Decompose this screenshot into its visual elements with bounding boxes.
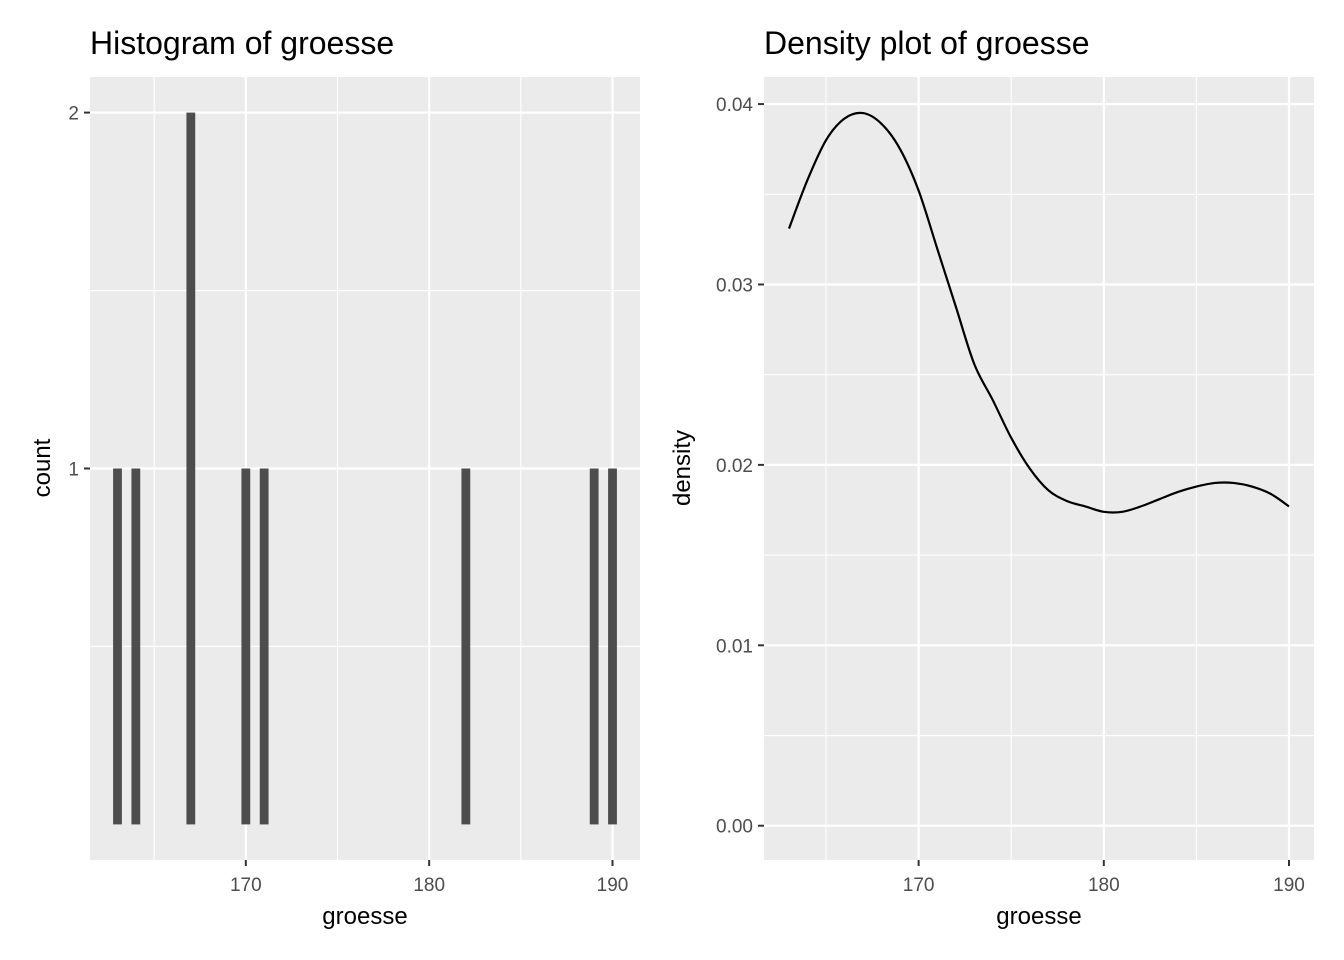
density-axes: 170 180 190 0.00 0.01 0.02 0.03 0.04 [716,95,1305,896]
histogram-x-tick-label: 190 [597,875,629,896]
histogram-bar [186,112,196,825]
histogram-x-tick-label: 180 [413,875,445,896]
histogram-bar [259,468,269,825]
density-y-tick-label: 0.03 [716,275,753,296]
histogram-bar [241,468,251,825]
histogram-y-tick-label: 1 [68,460,79,481]
histogram-bar [131,468,141,825]
density-panel: Density plot of groesse 170 180 190 0.00 0.0… [669,25,1314,930]
density-x-tick-label: 170 [903,875,935,896]
density-title: Density plot of groesse [764,25,1090,61]
density-y-tick-label: 0.04 [716,95,753,116]
histogram-x-axis-label: groesse [322,903,407,930]
density-y-tick-label: 0.02 [716,456,753,477]
histogram-bar [461,468,471,825]
density-plot-area [764,77,1314,860]
density-curve [787,111,1290,514]
histogram-panel: Histogram of groesse 170 180 190 1 2 groesse… [29,25,640,930]
histogram-x-tick-label: 170 [230,875,262,896]
density-y-tick-label: 0.00 [716,817,753,838]
histogram-y-axis-label: count [29,438,56,497]
histogram-title: Histogram of groesse [90,25,394,61]
histogram-bar [608,468,617,825]
density-x-tick-label: 190 [1273,875,1305,896]
density-x-axis-label: groesse [996,903,1081,930]
histogram-y-tick-label: 2 [68,104,79,125]
histogram-bar [589,468,599,825]
density-y-tick-label: 0.01 [716,636,753,657]
density-x-tick-label: 180 [1088,875,1120,896]
histogram-bar [113,468,122,825]
density-gridlines [764,77,1314,860]
histogram-axes: 170 180 190 1 2 [68,104,628,896]
histogram-bars [113,112,617,825]
density-y-axis-label: density [669,430,696,506]
